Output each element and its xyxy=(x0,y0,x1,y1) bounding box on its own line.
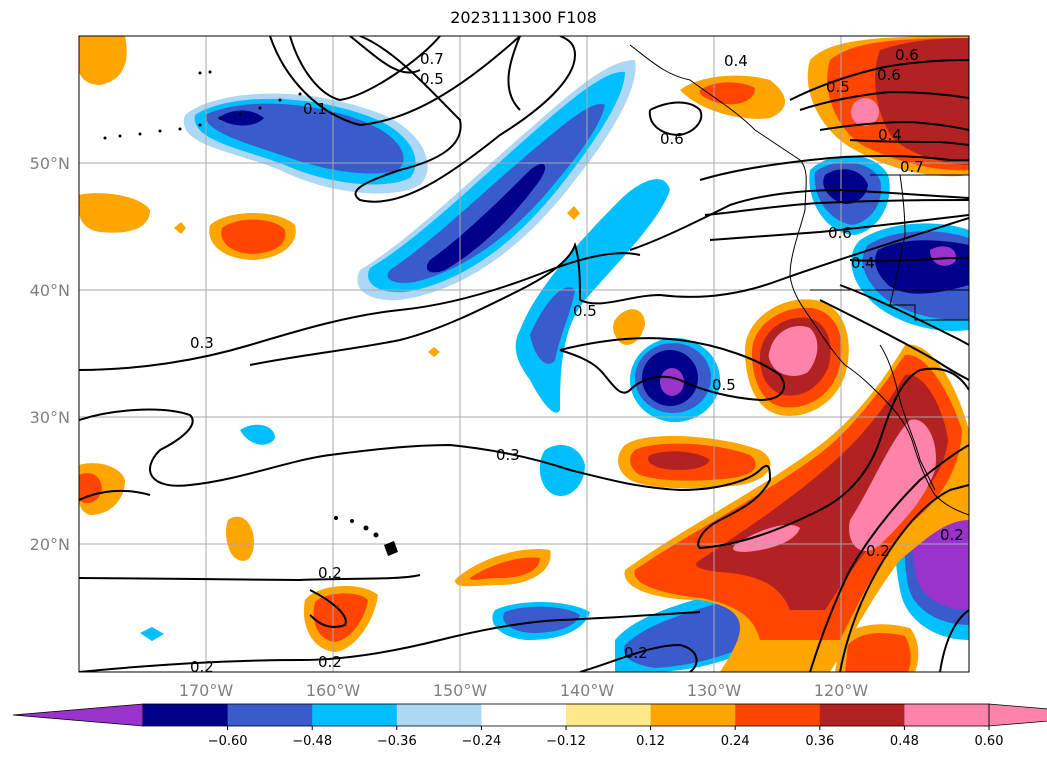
anomaly-dot xyxy=(140,627,164,641)
positive-anomaly-small xyxy=(226,516,254,561)
contour-label: 0.2 xyxy=(318,564,342,582)
lon-label: 140°W xyxy=(560,681,615,700)
lon-label: 170°W xyxy=(179,681,234,700)
map-frame xyxy=(78,35,970,673)
positive-anomaly-coast xyxy=(624,344,969,672)
colorbar-tick-label: 0.24 xyxy=(721,734,750,749)
positive-anomaly-west xyxy=(79,193,150,233)
lat-label: 20°N xyxy=(30,535,70,554)
contour-label: 0.4 xyxy=(878,126,902,144)
colorbar-segment xyxy=(227,704,313,726)
latitude-labels: 50°N 40°N 30°N 20°N xyxy=(30,154,70,554)
negative-anomaly-tiny xyxy=(240,424,275,445)
colorbar-segment xyxy=(312,704,398,726)
positive-anomaly-small-2 xyxy=(613,309,645,345)
lon-label: 130°W xyxy=(687,681,742,700)
contour-label: 0.6 xyxy=(877,66,901,84)
colorbar-tick-label: 0.12 xyxy=(636,734,665,749)
colorbar-tick-label: −0.36 xyxy=(377,734,417,749)
colorbar-tick-label: −0.12 xyxy=(546,734,586,749)
contour-label-group: 0.7 0.5 0.4 0.5 0.6 0.6 0.4 0.1 0.6 0.7 … xyxy=(190,46,964,676)
colorbar-segment xyxy=(819,704,905,726)
negative-anomaly-band-2 xyxy=(515,179,670,413)
positive-anomaly-south xyxy=(303,435,771,652)
map-panel: 0.7 0.5 0.4 0.5 0.6 0.6 0.4 0.1 0.6 0.7 … xyxy=(79,36,969,676)
contour-label: 0.2 xyxy=(190,658,214,676)
anomaly-dot xyxy=(174,222,186,234)
colorbar-tick-label: −0.24 xyxy=(461,734,501,749)
colorbar-tick-label: −0.60 xyxy=(208,734,248,749)
contour-label: 0.6 xyxy=(828,224,852,242)
colorbar-extend-max xyxy=(988,703,1047,727)
colorbar-segment xyxy=(735,704,821,726)
contour-label: 0.5 xyxy=(826,78,850,96)
anomaly-dot xyxy=(567,206,580,220)
contour-label: 0.4 xyxy=(851,254,875,272)
contour-label: 0.7 xyxy=(900,158,924,176)
positive-anomaly-west-3-core xyxy=(79,473,102,503)
colorbar-tick-label: 0.60 xyxy=(975,734,1004,749)
positive-anomaly-northwest xyxy=(79,36,127,85)
colorbar-segment xyxy=(396,704,482,726)
map-title: 2023111300 F108 xyxy=(450,8,597,27)
colorbar-segment xyxy=(566,704,652,726)
negative-anomaly-west xyxy=(183,93,428,194)
contour-label: 0.7 xyxy=(420,50,444,68)
contour-label: 0.1 xyxy=(303,100,327,118)
contour-label: 0.2 xyxy=(624,644,648,662)
contour-label: 0.3 xyxy=(190,334,214,352)
lat-label: 40°N xyxy=(30,281,70,300)
positive-anomaly-west-2-core xyxy=(221,219,286,254)
colorbar-tick-label: 0.36 xyxy=(805,734,834,749)
contour-label: 0.2 xyxy=(940,526,964,544)
positive-anomaly-northeast xyxy=(680,36,969,177)
contour-label: 0.2 xyxy=(866,542,890,560)
negative-anomaly-band xyxy=(357,60,636,301)
contour-label: 0.5 xyxy=(712,376,736,394)
lat-label: 50°N xyxy=(30,154,70,173)
negative-anomaly-small xyxy=(539,445,585,496)
contour-label: 0.2 xyxy=(318,653,342,671)
colorbar-segment xyxy=(650,704,736,726)
contour-label: 0.4 xyxy=(724,52,748,70)
contour-label: 0.5 xyxy=(573,302,597,320)
lon-label: 120°W xyxy=(814,681,869,700)
contour-label: 0.6 xyxy=(660,130,684,148)
anomaly-dot xyxy=(428,347,440,357)
negative-anomaly-coast xyxy=(809,155,969,331)
colorbar-segment xyxy=(143,704,229,726)
lon-label: 160°W xyxy=(306,681,361,700)
contour-label: 0.3 xyxy=(496,446,520,464)
colorbar-tick-label: 0.48 xyxy=(890,734,919,749)
positive-anomaly-california xyxy=(745,299,849,416)
contour-label: 0.6 xyxy=(895,46,919,64)
contour-lines xyxy=(79,36,969,672)
colorbar: −0.60 −0.48 −0.36 −0.24 −0.12 0.12 0.24 0.36 0.4… xyxy=(12,703,1047,749)
colorbar-tick-label: −0.48 xyxy=(292,734,332,749)
lon-label: 150°W xyxy=(433,681,488,700)
lat-label: 30°N xyxy=(30,408,70,427)
colorbar-extend-min xyxy=(12,703,144,727)
islands xyxy=(103,70,398,556)
contour-label: 0.5 xyxy=(420,70,444,88)
colorbar-segment xyxy=(481,704,567,726)
colorbar-segment xyxy=(904,704,990,726)
gridlines xyxy=(79,36,969,672)
longitude-labels: 170°W 160°W 150°W 140°W 130°W 120°W xyxy=(179,681,869,700)
